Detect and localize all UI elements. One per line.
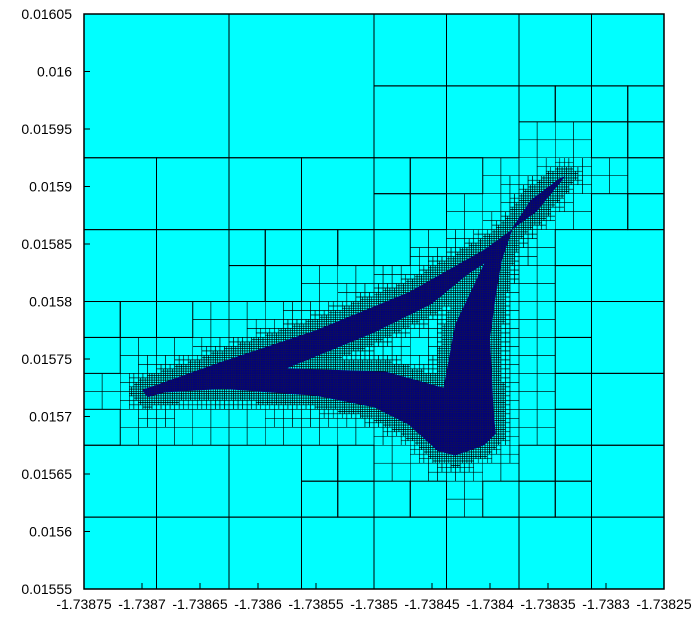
- adaptive-mesh-chart: -1.73875 -1.7387 -1.73865 -1.7386 -1.73855 -1…: [21, 6, 691, 612]
